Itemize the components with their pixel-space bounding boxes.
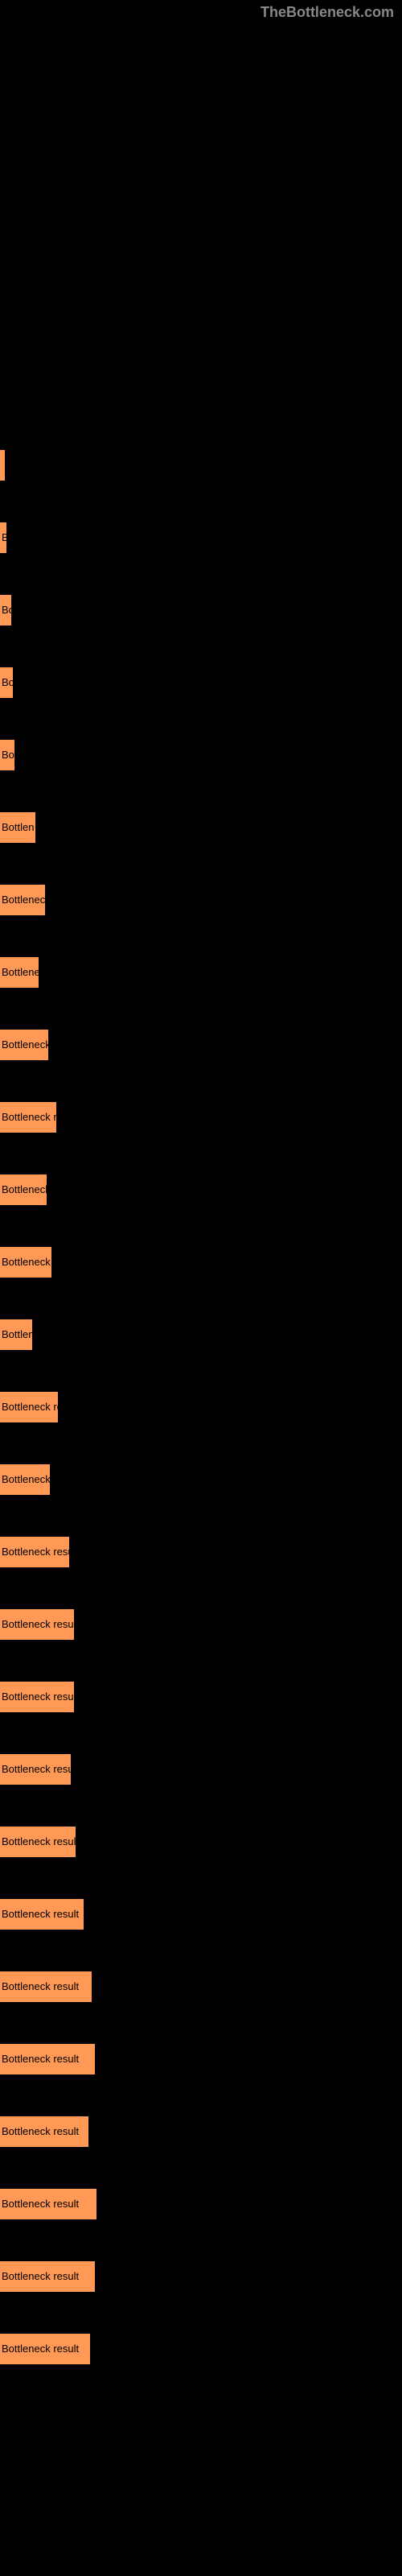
bar-label: Bottleneck result — [2, 2125, 79, 2137]
bar-label: Bottleneck resu — [2, 1256, 51, 1268]
bar-label: Bottleneck res — [2, 1473, 50, 1485]
bar: Bottleneck res — [0, 1030, 48, 1060]
bar: Bottlen — [0, 812, 35, 843]
bar-row: Bottleneck result — [0, 2182, 402, 2226]
bar: Bottleneck result — [0, 2116, 88, 2147]
bar-row: Bottleneck result — [0, 1385, 402, 1429]
bar — [0, 450, 5, 481]
bar-row: Bottleneck result — [0, 1892, 402, 1936]
bar-label: B — [2, 531, 6, 543]
bar: Bottleneck result — [0, 1899, 84, 1930]
bar-row: Bottleneck — [0, 1312, 402, 1356]
bar-label: Bottleneck — [2, 1328, 32, 1340]
bar-label: Bottleneck result — [2, 2053, 79, 2065]
bar-row: Bottleneck res — [0, 1022, 402, 1067]
bar-label: Bottleneck result — [2, 1111, 56, 1123]
bar: Bottleneck resu — [0, 1247, 51, 1278]
bar-row: Bo — [0, 733, 402, 777]
bar: Bottleneck result — [0, 2334, 90, 2364]
bar-row: Bottleneck resu — [0, 1240, 402, 1284]
bar-chart: B Bo Bo Bo Bottlen Bottleneck r Bottlenec Bottl… — [0, 0, 402, 2431]
bar: Bottleneck result — [0, 1102, 56, 1133]
bar-label: Bottleneck result — [2, 1546, 69, 1558]
bar-row: Bottleneck result — [0, 1602, 402, 1646]
bar: Bottleneck — [0, 1319, 32, 1350]
bar-label: Bottlen — [2, 821, 34, 833]
bar: B — [0, 522, 6, 553]
bar: Bottleneck result — [0, 1537, 69, 1567]
bar-row: Bo — [0, 588, 402, 632]
bar-label: Bottleneck result — [2, 1690, 74, 1703]
bar: Bottleneck result — [0, 1754, 71, 1785]
bar: Bottleneck result — [0, 1682, 74, 1712]
bar-label: Bottleneck r — [2, 894, 45, 906]
bar-label: Bottleneck result — [2, 2270, 79, 2282]
bar-label: Bottleneck result — [2, 2198, 79, 2210]
bar-label: Bottleneck re — [2, 1183, 47, 1195]
bar-row: Bottleneck result — [0, 1095, 402, 1139]
bar-row: B — [0, 515, 402, 559]
bar-row: Bottleneck res — [0, 1457, 402, 1501]
bar-row: Bottlen — [0, 805, 402, 849]
bar-row: Bo — [0, 660, 402, 704]
bar: Bottleneck res — [0, 1464, 50, 1495]
bar-row: Bottleneck result — [0, 1819, 402, 1864]
bar: Bottleneck r — [0, 885, 45, 915]
bar: Bottleneck result — [0, 2261, 95, 2292]
bar: Bottleneck re — [0, 1174, 47, 1205]
bar-row: Bottleneck result — [0, 1747, 402, 1791]
bar-label: Bo — [2, 604, 11, 616]
bar: Bottleneck result — [0, 2044, 95, 2074]
bar-label: Bottleneck res — [2, 1038, 48, 1051]
bar-row — [0, 443, 402, 487]
bar-row: Bottleneck result — [0, 1964, 402, 2008]
bar-row: Bottleneck r — [0, 877, 402, 922]
bar: Bo — [0, 740, 14, 770]
bar-label: Bottleneck result — [2, 1618, 74, 1630]
bar-label: Bottleneck result — [2, 1835, 76, 1847]
bar-row: Bottleneck result — [0, 1530, 402, 1574]
bar-row: Bottleneck result — [0, 2326, 402, 2371]
bar: Bo — [0, 595, 11, 625]
bar: Bottleneck result — [0, 1609, 74, 1640]
bar-row: Bottleneck result — [0, 2037, 402, 2081]
watermark-text: TheBottleneck.com — [260, 4, 394, 21]
bar-row: Bottleneck result — [0, 2254, 402, 2298]
bar-row: Bottleneck result — [0, 2109, 402, 2153]
bar: Bottleneck result — [0, 2189, 96, 2219]
bar: Bottleneck result — [0, 1827, 76, 1857]
bar: Bottleneck result — [0, 1971, 92, 2002]
bar-label: Bo — [2, 676, 13, 688]
bar-label: Bottleneck result — [2, 1980, 79, 1992]
bar-label: Bottleneck result — [2, 1763, 71, 1775]
bar-label: Bottleneck result — [2, 1401, 58, 1413]
bar-row: Bottleneck result — [0, 1674, 402, 1719]
bar-label: Bottlenec — [2, 966, 39, 978]
bar-label: Bottleneck result — [2, 2343, 79, 2355]
bar-label: Bottleneck result — [2, 1908, 79, 1920]
bar-row: Bottleneck re — [0, 1167, 402, 1212]
bar: Bottleneck result — [0, 1392, 58, 1422]
bar-row: Bottlenec — [0, 950, 402, 994]
bar: Bo — [0, 667, 13, 698]
bar: Bottlenec — [0, 957, 39, 988]
bar-label: Bo — [2, 749, 14, 761]
